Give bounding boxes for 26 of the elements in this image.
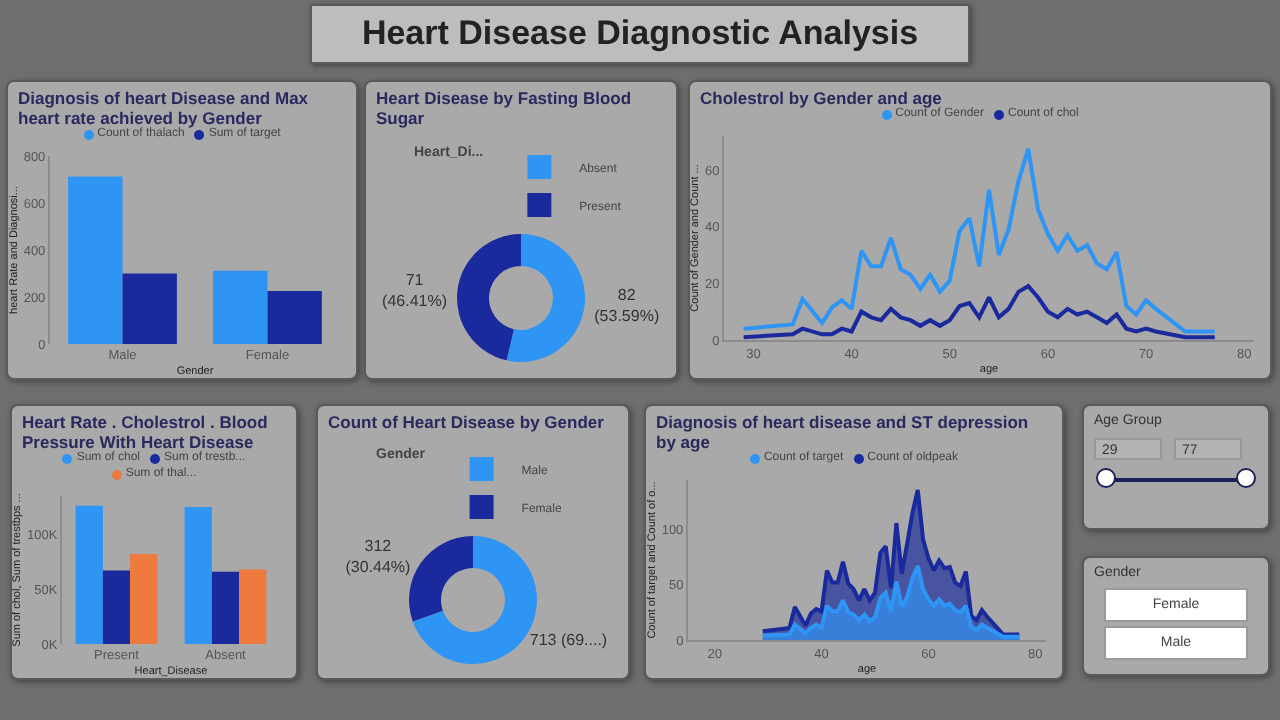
bar [122,273,177,345]
data-label: 312 (30.44%) [345,537,412,577]
chart-title: Count of Heart Disease by Gender [326,410,606,432]
data-label: 713 (69....) [529,630,608,649]
chart-title: Heart Disease by Fasting Blood Sugar [374,86,634,128]
chart-title: Cholestrol by Gender and age [698,86,944,108]
bar [267,291,322,345]
data-label: 71 (46.41%) [382,271,448,310]
bar [68,176,123,345]
bar [239,569,267,645]
bar [75,506,103,645]
bar [102,570,131,645]
line-series [741,284,1217,340]
bar [213,270,268,345]
donut-slice [506,234,585,362]
text: Heart Disease Diagnostic Analysis [361,14,919,54]
chart-title: Diagnosis of heart disease and ST depression by age [654,410,1031,452]
data-label: 82 (53.59%) [594,286,660,325]
bar [130,554,158,645]
bar [184,507,212,645]
chart-title: Diagnosis of heart Disease and Max heart rate achieved by Gender [16,86,311,128]
chart-title: Heart Rate . Cholestrol . Blood Pressure With Heart Disease [20,410,270,452]
line-series [741,146,1217,334]
donut-slice [409,536,473,622]
donut-slice [457,234,521,361]
bar [211,571,240,645]
